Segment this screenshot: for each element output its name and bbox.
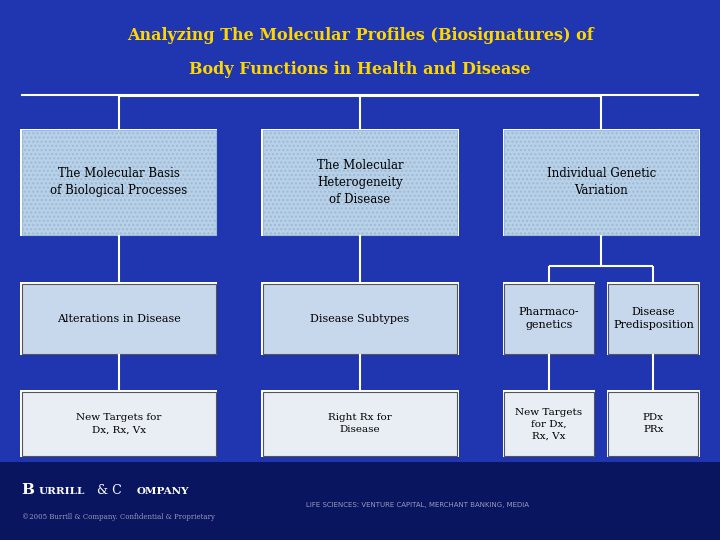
Text: Disease Subtypes: Disease Subtypes bbox=[310, 314, 410, 323]
Text: OMPANY: OMPANY bbox=[137, 488, 189, 496]
FancyBboxPatch shape bbox=[607, 390, 700, 457]
FancyBboxPatch shape bbox=[20, 282, 217, 355]
Text: PDx
PRx: PDx PRx bbox=[643, 414, 664, 434]
Text: Body Functions in Health and Disease: Body Functions in Health and Disease bbox=[189, 60, 531, 78]
Text: Individual Genetic
Variation: Individual Genetic Variation bbox=[546, 167, 656, 197]
Text: Alterations in Disease: Alterations in Disease bbox=[57, 314, 181, 323]
FancyBboxPatch shape bbox=[261, 129, 459, 236]
FancyBboxPatch shape bbox=[504, 392, 594, 456]
FancyBboxPatch shape bbox=[503, 282, 595, 355]
Text: ©2005 Burrill & Company. Confidential & Proprietary: ©2005 Burrill & Company. Confidential & … bbox=[22, 514, 215, 521]
Text: Pharmaco-
genetics: Pharmaco- genetics bbox=[518, 307, 580, 330]
Text: B: B bbox=[22, 483, 35, 497]
FancyBboxPatch shape bbox=[608, 284, 698, 354]
FancyBboxPatch shape bbox=[504, 284, 594, 354]
FancyBboxPatch shape bbox=[22, 284, 216, 354]
FancyBboxPatch shape bbox=[22, 392, 216, 456]
FancyBboxPatch shape bbox=[20, 129, 217, 236]
Text: Analyzing The Molecular Profiles (Biosignatures) of: Analyzing The Molecular Profiles (Biosig… bbox=[127, 26, 593, 44]
FancyBboxPatch shape bbox=[20, 390, 217, 457]
Text: URRILL: URRILL bbox=[38, 488, 84, 496]
FancyBboxPatch shape bbox=[0, 0, 720, 97]
FancyBboxPatch shape bbox=[263, 130, 457, 235]
Text: New Targets
for Dx,
Rx, Vx: New Targets for Dx, Rx, Vx bbox=[516, 408, 582, 440]
Text: & C: & C bbox=[97, 484, 122, 497]
FancyBboxPatch shape bbox=[504, 130, 698, 235]
Text: The Molecular
Heterogeneity
of Disease: The Molecular Heterogeneity of Disease bbox=[317, 159, 403, 206]
FancyBboxPatch shape bbox=[261, 390, 459, 457]
FancyBboxPatch shape bbox=[0, 462, 720, 540]
Text: Right Rx for
Disease: Right Rx for Disease bbox=[328, 414, 392, 434]
Text: LIFE SCIENCES: VENTURE CAPITAL, MERCHANT BANKING, MEDIA: LIFE SCIENCES: VENTURE CAPITAL, MERCHANT… bbox=[306, 502, 529, 508]
Text: The Molecular Basis
of Biological Processes: The Molecular Basis of Biological Proces… bbox=[50, 167, 187, 197]
FancyBboxPatch shape bbox=[503, 129, 700, 236]
FancyBboxPatch shape bbox=[261, 282, 459, 355]
FancyBboxPatch shape bbox=[503, 390, 595, 457]
FancyBboxPatch shape bbox=[608, 392, 698, 456]
FancyBboxPatch shape bbox=[607, 282, 700, 355]
FancyBboxPatch shape bbox=[263, 284, 457, 354]
FancyBboxPatch shape bbox=[263, 392, 457, 456]
Text: Disease
Predisposition: Disease Predisposition bbox=[613, 307, 694, 330]
Text: New Targets for
Dx, Rx, Vx: New Targets for Dx, Rx, Vx bbox=[76, 414, 161, 434]
FancyBboxPatch shape bbox=[22, 130, 216, 235]
